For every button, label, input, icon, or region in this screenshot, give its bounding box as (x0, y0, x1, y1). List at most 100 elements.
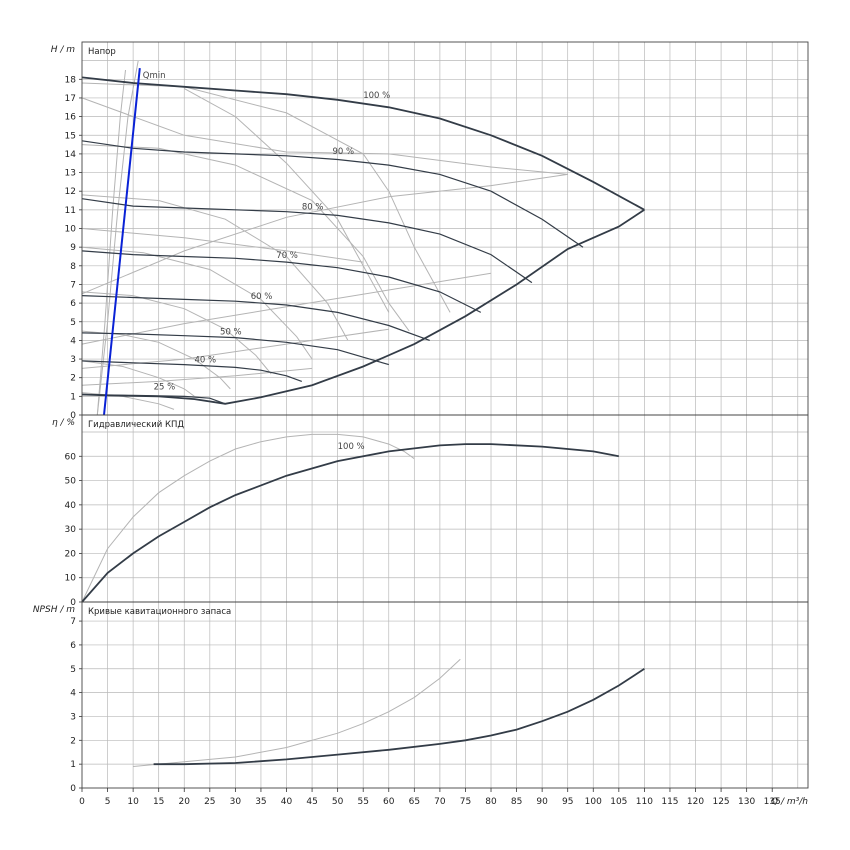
x-tick-label: 10 (127, 797, 139, 807)
x-axis-label: Q / m³/h (771, 797, 808, 807)
efficiency-curve (81, 443, 619, 603)
axes (79, 41, 809, 792)
x-tick-label: 50 (332, 797, 344, 807)
head-curve-label: 40 % (194, 356, 216, 366)
efficiency-y-axis-label: η / % (52, 418, 75, 428)
background-curves (81, 60, 568, 767)
head-y-tick-label: 10 (65, 225, 77, 235)
head-curve-label: 80 % (302, 203, 324, 213)
npsh-y-tick-label: 6 (70, 641, 76, 651)
x-tick-label: 40 (281, 797, 293, 807)
head-max-operating-curve (81, 209, 645, 405)
head-panel-title: Напор (88, 47, 116, 57)
npsh-y-tick-label: 3 (70, 712, 76, 722)
x-tick-label: 65 (409, 797, 420, 807)
x-tick-label: 125 (712, 797, 729, 807)
efficiency-panel-title: Гидравлический КПД (88, 420, 184, 430)
head-background-curve (96, 69, 126, 416)
head-y-tick-label: 16 (65, 113, 77, 123)
x-tick-label: 95 (562, 797, 573, 807)
npsh-panel-frame (81, 601, 809, 789)
npsh-y-tick-label: 2 (70, 736, 76, 746)
head-y-tick-label: 9 (70, 243, 76, 253)
head-y-tick-label: 15 (65, 131, 76, 141)
head-curve-90-percent (81, 140, 584, 248)
head-curve-100-percent (81, 76, 645, 211)
head-background-curve (81, 330, 231, 390)
efficiency-y-tick-label: 20 (65, 549, 77, 559)
head-y-axis-label: H / m (51, 45, 76, 55)
efficiency-y-tick-label: 50 (65, 477, 77, 487)
efficiency-y-tick-label: 40 (65, 501, 77, 511)
x-tick-label: 75 (460, 797, 471, 807)
head-background-curve (81, 144, 410, 332)
head-background-curve (81, 228, 364, 263)
head-background-curve (81, 272, 492, 345)
head-curve-label: 60 % (251, 292, 273, 302)
npsh-panel-title: Кривые кавитационного запаса (88, 607, 231, 617)
head-curve-40-percent (81, 360, 303, 382)
head-curve-80-percent (81, 198, 533, 284)
efficiency-y-tick-label: 30 (65, 525, 77, 535)
x-tick-label: 55 (357, 797, 368, 807)
head-y-tick-label: 4 (70, 336, 76, 346)
efficiency-background-curve (81, 433, 415, 603)
head-background-curve (81, 97, 568, 175)
head-y-tick-label: 13 (65, 169, 76, 179)
x-tick-label: 90 (536, 797, 548, 807)
head-background-curve (81, 173, 568, 295)
head-y-tick-label: 7 (70, 280, 76, 290)
npsh-y-tick-label: 7 (70, 617, 76, 627)
npsh-background-curve (133, 658, 461, 767)
head-y-tick-label: 12 (65, 187, 76, 197)
x-tick-label: 30 (230, 797, 242, 807)
qmin-line (103, 67, 141, 416)
x-tick-label: 70 (434, 797, 446, 807)
efficiency-y-tick-label: 10 (65, 574, 77, 584)
npsh-curve (153, 668, 645, 766)
head-y-tick-label: 5 (70, 318, 76, 328)
head-curve-label: 100 % (363, 91, 390, 101)
head-curve-60-percent (81, 295, 430, 341)
head-y-tick-label: 2 (70, 374, 76, 384)
head-y-tick-label: 0 (70, 411, 76, 421)
head-background-curve (81, 328, 389, 369)
head-curve-50-percent (81, 332, 389, 366)
x-tick-label: 100 (585, 797, 602, 807)
x-tick-label: 120 (687, 797, 704, 807)
head-background-curve (81, 246, 313, 360)
head-y-tick-label: 14 (65, 150, 77, 160)
main-curves (81, 67, 645, 766)
x-tick-label: 0 (79, 797, 85, 807)
x-tick-label: 20 (179, 797, 191, 807)
npsh-y-tick-label: 5 (70, 665, 76, 675)
x-tick-label: 130 (738, 797, 755, 807)
qmin-label: Qmin (143, 71, 166, 81)
head-background-curve (81, 194, 349, 341)
x-tick-label: 135 (764, 797, 781, 807)
efficiency-curve-label: 100 % (338, 442, 365, 452)
x-tick-label: 35 (255, 797, 266, 807)
head-y-tick-label: 17 (65, 94, 76, 104)
efficiency-y-tick-label: 0 (70, 598, 76, 608)
x-tick-label: 60 (383, 797, 395, 807)
x-tick-label: 105 (610, 797, 627, 807)
x-tick-label: 5 (105, 797, 111, 807)
head-curve-label: 90 % (333, 147, 355, 157)
head-y-tick-label: 1 (70, 392, 76, 402)
head-background-curve (81, 291, 272, 375)
x-tick-label: 80 (485, 797, 497, 807)
head-curve-label: 25 % (154, 383, 176, 393)
head-curve-label: 50 % (220, 328, 242, 338)
x-tick-label: 25 (204, 797, 215, 807)
npsh-y-tick-label: 1 (70, 760, 76, 770)
npsh-y-tick-label: 4 (70, 689, 76, 699)
head-curve-70-percent (81, 250, 482, 313)
head-background-curve (81, 367, 313, 386)
head-curve-label: 70 % (276, 251, 298, 261)
efficiency-y-tick-label: 60 (65, 452, 77, 462)
head-y-tick-label: 18 (65, 75, 77, 85)
head-y-tick-label: 3 (70, 355, 76, 365)
